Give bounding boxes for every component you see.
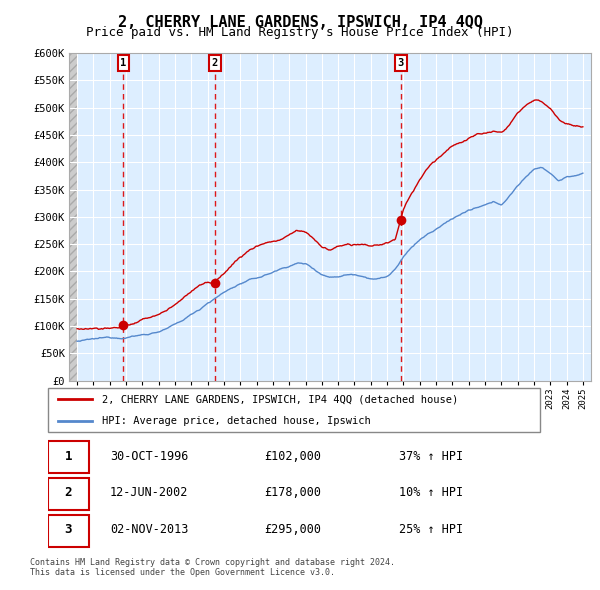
FancyBboxPatch shape [48,441,89,473]
FancyBboxPatch shape [48,478,89,510]
Text: 12-JUN-2002: 12-JUN-2002 [110,487,188,500]
Bar [69,53,77,381]
Text: £178,000: £178,000 [264,487,321,500]
Text: Contains HM Land Registry data © Crown copyright and database right 2024.: Contains HM Land Registry data © Crown c… [30,558,395,566]
Text: 2: 2 [65,487,72,500]
Text: HPI: Average price, detached house, Ipswich: HPI: Average price, detached house, Ipsw… [102,417,371,426]
Text: 37% ↑ HPI: 37% ↑ HPI [399,450,463,463]
Text: £295,000: £295,000 [264,523,321,536]
Text: £102,000: £102,000 [264,450,321,463]
Text: 3: 3 [65,523,72,536]
Text: This data is licensed under the Open Government Licence v3.0.: This data is licensed under the Open Gov… [30,568,335,576]
Text: 10% ↑ HPI: 10% ↑ HPI [399,487,463,500]
Text: Price paid vs. HM Land Registry's House Price Index (HPI): Price paid vs. HM Land Registry's House … [86,26,514,39]
Text: 02-NOV-2013: 02-NOV-2013 [110,523,188,536]
FancyBboxPatch shape [48,515,89,547]
Text: 25% ↑ HPI: 25% ↑ HPI [399,523,463,536]
Text: 2, CHERRY LANE GARDENS, IPSWICH, IP4 4QQ: 2, CHERRY LANE GARDENS, IPSWICH, IP4 4QQ [118,15,482,30]
Text: 30-OCT-1996: 30-OCT-1996 [110,450,188,463]
FancyBboxPatch shape [48,388,540,432]
Text: 3: 3 [398,58,404,68]
Text: 1: 1 [120,58,127,68]
Text: 2: 2 [212,58,218,68]
Text: 2, CHERRY LANE GARDENS, IPSWICH, IP4 4QQ (detached house): 2, CHERRY LANE GARDENS, IPSWICH, IP4 4QQ… [102,394,458,404]
Text: 1: 1 [65,450,72,463]
